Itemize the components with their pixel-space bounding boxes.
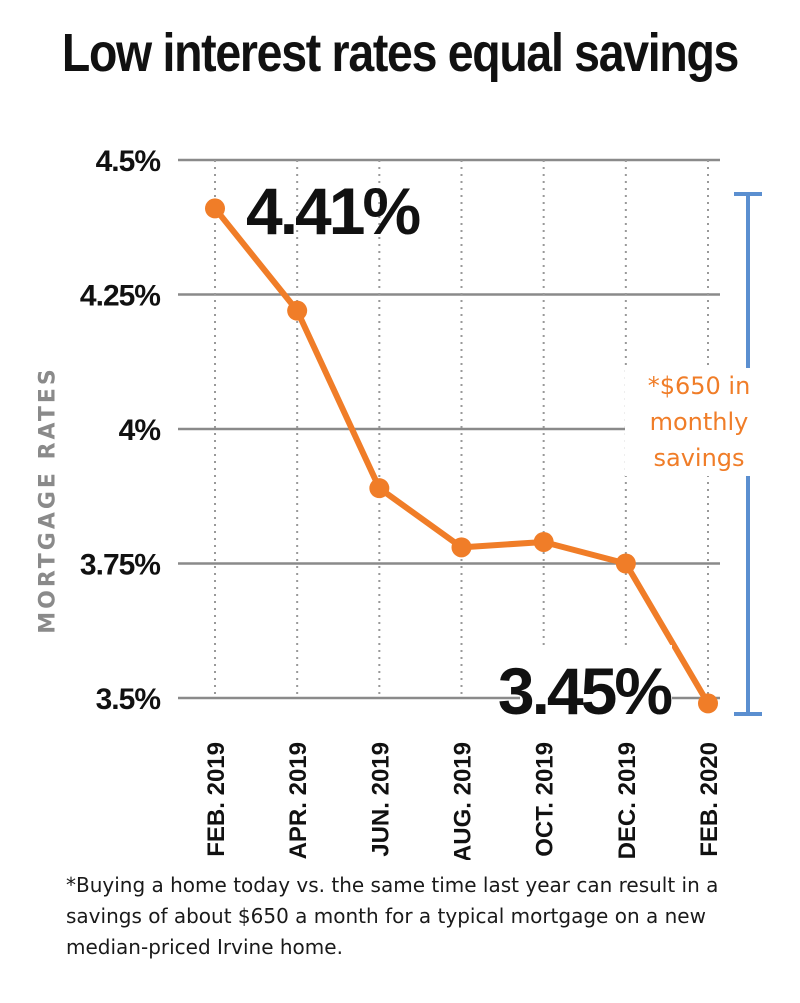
data-point	[287, 300, 308, 321]
y-tick-label: 4.25%	[80, 280, 160, 313]
data-point	[369, 478, 390, 499]
x-tick-label: FEB. 2019	[203, 742, 230, 857]
footnote: *Buying a home today vs. the same time l…	[66, 873, 719, 959]
data-point	[615, 553, 636, 574]
savings-annotation: *$650 in monthly savings	[625, 368, 773, 476]
x-tick-label: AUG. 2019	[450, 742, 477, 860]
data-point	[451, 537, 472, 558]
y-tick-label: 4%	[119, 414, 161, 447]
data-point	[533, 531, 554, 552]
vertical-gridlines	[214, 160, 709, 698]
y-tick-label: 4.5%	[96, 145, 161, 178]
x-tick-label: APR. 2019	[285, 742, 312, 859]
y-axis-label: MORTGAGE RATES	[35, 366, 61, 634]
x-tick-label: DEC. 2019	[614, 742, 641, 859]
x-tick-label: OCT. 2019	[532, 742, 559, 857]
y-tick-label: 3.5%	[96, 683, 161, 716]
chart-title: Low interest rates equal savings	[61, 23, 740, 83]
data-point	[205, 198, 225, 219]
rate-series	[205, 198, 718, 714]
end-value-background	[520, 645, 672, 721]
x-tick-label: JUN. 2019	[367, 742, 394, 857]
y-tick-label: 3.75%	[80, 549, 160, 582]
start-value-label: 4.41%	[246, 174, 419, 248]
y-tick-labels: 3.5% 3.75% 4% 4.25% 4.5%	[80, 145, 161, 716]
x-tick-labels: FEB. 2019 APR. 2019 JUN. 2019 AUG. 2019 OCT.…	[203, 742, 723, 860]
data-point	[698, 693, 718, 714]
x-tick-label: FEB. 2020	[696, 742, 723, 857]
value-annotations: 4.41% 3.45%	[246, 174, 674, 728]
end-value-label: 3.45%	[498, 654, 671, 728]
